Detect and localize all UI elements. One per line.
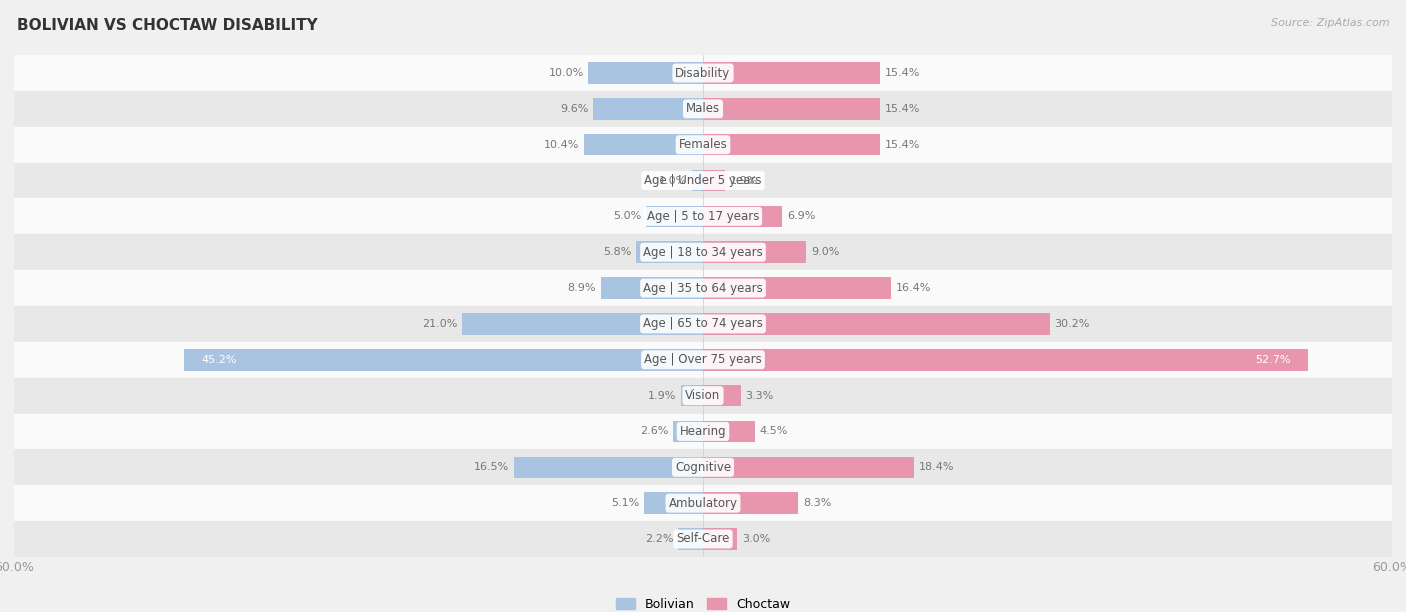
Text: 30.2%: 30.2%	[1054, 319, 1090, 329]
Text: Age | 18 to 34 years: Age | 18 to 34 years	[643, 246, 763, 259]
Text: 4.5%: 4.5%	[759, 427, 787, 436]
Text: Disability: Disability	[675, 67, 731, 80]
Bar	[703, 62, 880, 84]
Text: 6.9%: 6.9%	[787, 211, 815, 222]
Text: Vision: Vision	[685, 389, 721, 402]
Text: 8.9%: 8.9%	[568, 283, 596, 293]
Text: 16.4%: 16.4%	[896, 283, 931, 293]
Bar	[703, 349, 1308, 370]
Bar	[703, 457, 914, 478]
Bar	[703, 206, 782, 227]
Bar	[703, 170, 725, 192]
Text: 8.3%: 8.3%	[803, 498, 831, 508]
Bar	[14, 163, 1392, 198]
Bar	[14, 342, 1392, 378]
Text: 10.4%: 10.4%	[544, 140, 579, 150]
Text: Age | 35 to 64 years: Age | 35 to 64 years	[643, 282, 763, 294]
Text: 3.0%: 3.0%	[742, 534, 770, 544]
Text: Cognitive: Cognitive	[675, 461, 731, 474]
Bar	[14, 378, 1392, 414]
Text: Age | 65 to 74 years: Age | 65 to 74 years	[643, 318, 763, 330]
Bar	[14, 449, 1392, 485]
Bar	[588, 62, 703, 84]
Bar	[583, 134, 703, 155]
Text: Age | 5 to 17 years: Age | 5 to 17 years	[647, 210, 759, 223]
Text: 16.5%: 16.5%	[474, 462, 509, 472]
Text: Hearing: Hearing	[679, 425, 727, 438]
Text: 15.4%: 15.4%	[884, 104, 920, 114]
Bar	[600, 277, 703, 299]
Bar	[703, 313, 1050, 335]
Text: Source: ZipAtlas.com: Source: ZipAtlas.com	[1271, 18, 1389, 28]
Bar	[703, 420, 755, 442]
Bar	[14, 55, 1392, 91]
Bar	[703, 385, 741, 406]
Legend: Bolivian, Choctaw: Bolivian, Choctaw	[612, 593, 794, 612]
Bar	[692, 170, 703, 192]
Text: Age | Under 5 years: Age | Under 5 years	[644, 174, 762, 187]
Text: 1.0%: 1.0%	[658, 176, 688, 185]
Text: Females: Females	[679, 138, 727, 151]
Text: 9.0%: 9.0%	[811, 247, 839, 257]
Text: Self-Care: Self-Care	[676, 532, 730, 545]
Bar	[14, 198, 1392, 234]
Text: 3.3%: 3.3%	[745, 390, 773, 401]
Bar	[14, 521, 1392, 557]
Bar	[184, 349, 703, 370]
Bar	[593, 98, 703, 119]
Text: 5.0%: 5.0%	[613, 211, 641, 222]
Text: 15.4%: 15.4%	[884, 68, 920, 78]
Bar	[513, 457, 703, 478]
Text: 21.0%: 21.0%	[422, 319, 457, 329]
Text: 2.6%: 2.6%	[640, 427, 669, 436]
Text: 5.1%: 5.1%	[612, 498, 640, 508]
Bar	[703, 528, 738, 550]
Text: 5.8%: 5.8%	[603, 247, 631, 257]
Bar	[678, 528, 703, 550]
Bar	[644, 493, 703, 514]
Text: Ambulatory: Ambulatory	[668, 497, 738, 510]
Bar	[461, 313, 703, 335]
Bar	[14, 127, 1392, 163]
Text: Age | Over 75 years: Age | Over 75 years	[644, 353, 762, 366]
Text: 45.2%: 45.2%	[201, 355, 236, 365]
Text: 1.9%: 1.9%	[648, 390, 676, 401]
Text: 10.0%: 10.0%	[548, 68, 583, 78]
Bar	[703, 242, 807, 263]
Text: 2.2%: 2.2%	[644, 534, 673, 544]
Text: 15.4%: 15.4%	[884, 140, 920, 150]
Bar	[14, 485, 1392, 521]
Text: 18.4%: 18.4%	[920, 462, 955, 472]
Text: 52.7%: 52.7%	[1256, 355, 1291, 365]
Bar	[703, 134, 880, 155]
Bar	[681, 385, 703, 406]
Bar	[14, 414, 1392, 449]
Text: 9.6%: 9.6%	[560, 104, 588, 114]
Text: Males: Males	[686, 102, 720, 115]
Text: 1.9%: 1.9%	[730, 176, 758, 185]
Bar	[703, 98, 880, 119]
Bar	[637, 242, 703, 263]
Bar	[14, 306, 1392, 342]
Bar	[645, 206, 703, 227]
Bar	[703, 277, 891, 299]
Bar	[673, 420, 703, 442]
Bar	[14, 270, 1392, 306]
Bar	[14, 234, 1392, 270]
Bar	[14, 91, 1392, 127]
Text: BOLIVIAN VS CHOCTAW DISABILITY: BOLIVIAN VS CHOCTAW DISABILITY	[17, 18, 318, 34]
Bar	[703, 493, 799, 514]
